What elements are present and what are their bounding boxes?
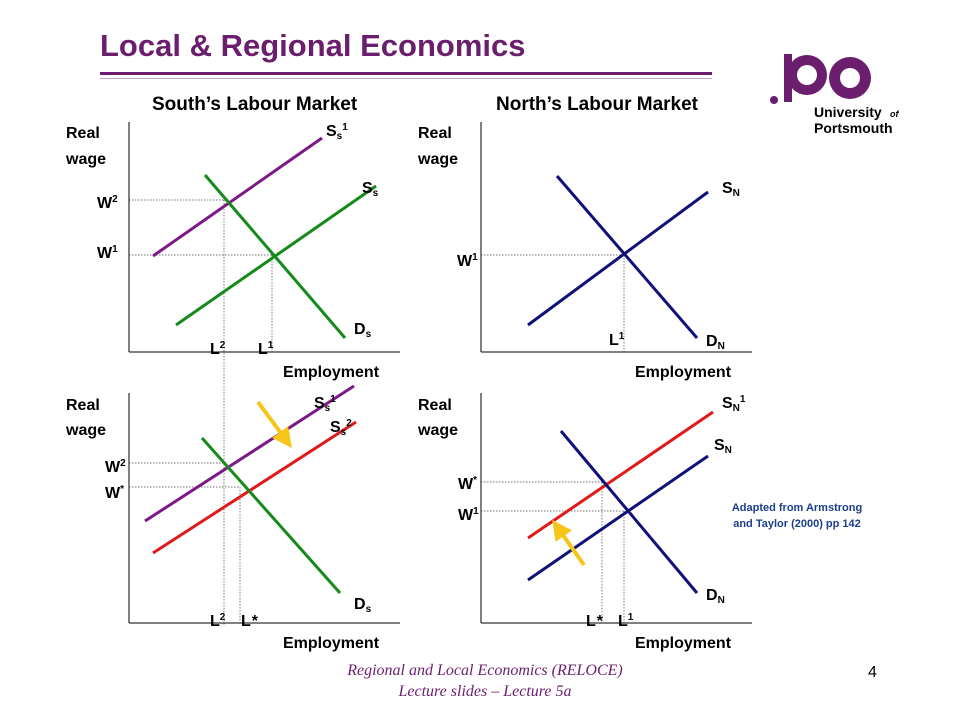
- supply-curve-ss2: [152, 420, 357, 555]
- label-w1: W1: [457, 252, 478, 270]
- label-ss1: Ss1: [326, 122, 348, 142]
- university-logo: University of Portsmouth: [770, 54, 899, 136]
- label-wstar: W*: [458, 475, 477, 493]
- north-bottom-panel: Real wage Employment SN1 SN DN W* W1 L* …: [417, 393, 862, 652]
- y-axis-label-line2: wage: [65, 422, 106, 439]
- y-axis-label-line1: Real: [66, 397, 100, 414]
- shift-arrow-north: [552, 519, 586, 567]
- title-underline: [100, 72, 712, 75]
- title-underline-thin: [100, 78, 712, 79]
- x-axis-label: Employment: [635, 364, 732, 381]
- label-lstar: L*: [586, 613, 604, 630]
- slide-title: Local & Regional Economics: [100, 28, 526, 63]
- x-axis-label: Employment: [283, 635, 380, 652]
- demand-curve-dn: [559, 430, 699, 594]
- y-axis-label-line2: wage: [417, 422, 458, 439]
- label-sn: SN: [714, 437, 732, 456]
- label-ss: Ss: [362, 180, 379, 199]
- y-axis-label-line1: Real: [66, 125, 100, 142]
- y-axis-label-line2: wage: [65, 151, 106, 168]
- demand-curve-dn: [555, 175, 699, 339]
- south-top-panel: Real wage Employment Ss1 Ss Ds W2 W1 L2 …: [65, 122, 400, 625]
- label-l1: L1: [258, 340, 274, 358]
- label-dn: DN: [706, 333, 725, 352]
- supply-curve-sn: [527, 454, 709, 582]
- label-w1: W1: [97, 244, 118, 262]
- y-axis-label-line1: Real: [418, 397, 452, 414]
- label-wstar: W*: [105, 484, 124, 502]
- label-ss1: Ss1: [314, 394, 336, 414]
- source-note-line1: Adapted from Armstrong: [732, 502, 862, 514]
- shift-arrow-south: [256, 400, 292, 449]
- x-axis-label: Employment: [635, 635, 732, 652]
- label-dn: DN: [706, 587, 725, 606]
- label-w2: W2: [105, 458, 126, 476]
- label-sn1: SN1: [722, 394, 746, 414]
- slide-footer: Regional and Local Economics (RELOCE) Le…: [290, 660, 680, 702]
- supply-curve-ss1: [152, 136, 323, 258]
- south-panel-title: South’s Labour Market: [152, 94, 358, 115]
- logo-line2: Portsmouth: [814, 120, 893, 136]
- source-note-line2: and Taylor (2000) pp 142: [733, 518, 861, 530]
- label-w2: W2: [97, 194, 118, 212]
- label-l1: L1: [609, 331, 625, 349]
- label-lstar: L*: [241, 613, 259, 630]
- label-l1: L1: [618, 612, 634, 630]
- label-ds: Ds: [354, 321, 372, 340]
- demand-curve-ds: [203, 174, 347, 339]
- page-number: 4: [868, 664, 877, 681]
- y-axis-label-line1: Real: [418, 125, 452, 142]
- supply-curve-sn: [527, 190, 709, 327]
- north-panel-title: North’s Labour Market: [496, 94, 699, 115]
- label-ds: Ds: [354, 596, 372, 615]
- label-sn: SN: [722, 180, 740, 199]
- footer-line1: Regional and Local Economics (RELOCE): [347, 662, 623, 679]
- label-w1: W1: [458, 506, 479, 524]
- supply-curve-ss1: [144, 384, 355, 523]
- logo-of: of: [890, 109, 899, 119]
- label-ss2: Ss2: [330, 418, 352, 438]
- footer-line2: Lecture slides – Lecture 5a: [398, 683, 572, 700]
- logo-line1: University: [814, 104, 882, 120]
- north-top-panel: Real wage Employment SN DN W1 L1: [417, 122, 752, 381]
- south-bottom-panel: Real wage Employment Ss1 Ss2 Ds W2 W* L2…: [65, 384, 400, 652]
- demand-curve-ds: [200, 437, 342, 594]
- label-l2: L2: [210, 340, 226, 358]
- supply-curve-sn1: [527, 410, 714, 540]
- label-l2: L2: [210, 612, 226, 630]
- y-axis-label-line2: wage: [417, 151, 458, 168]
- x-axis-label: Employment: [283, 364, 380, 381]
